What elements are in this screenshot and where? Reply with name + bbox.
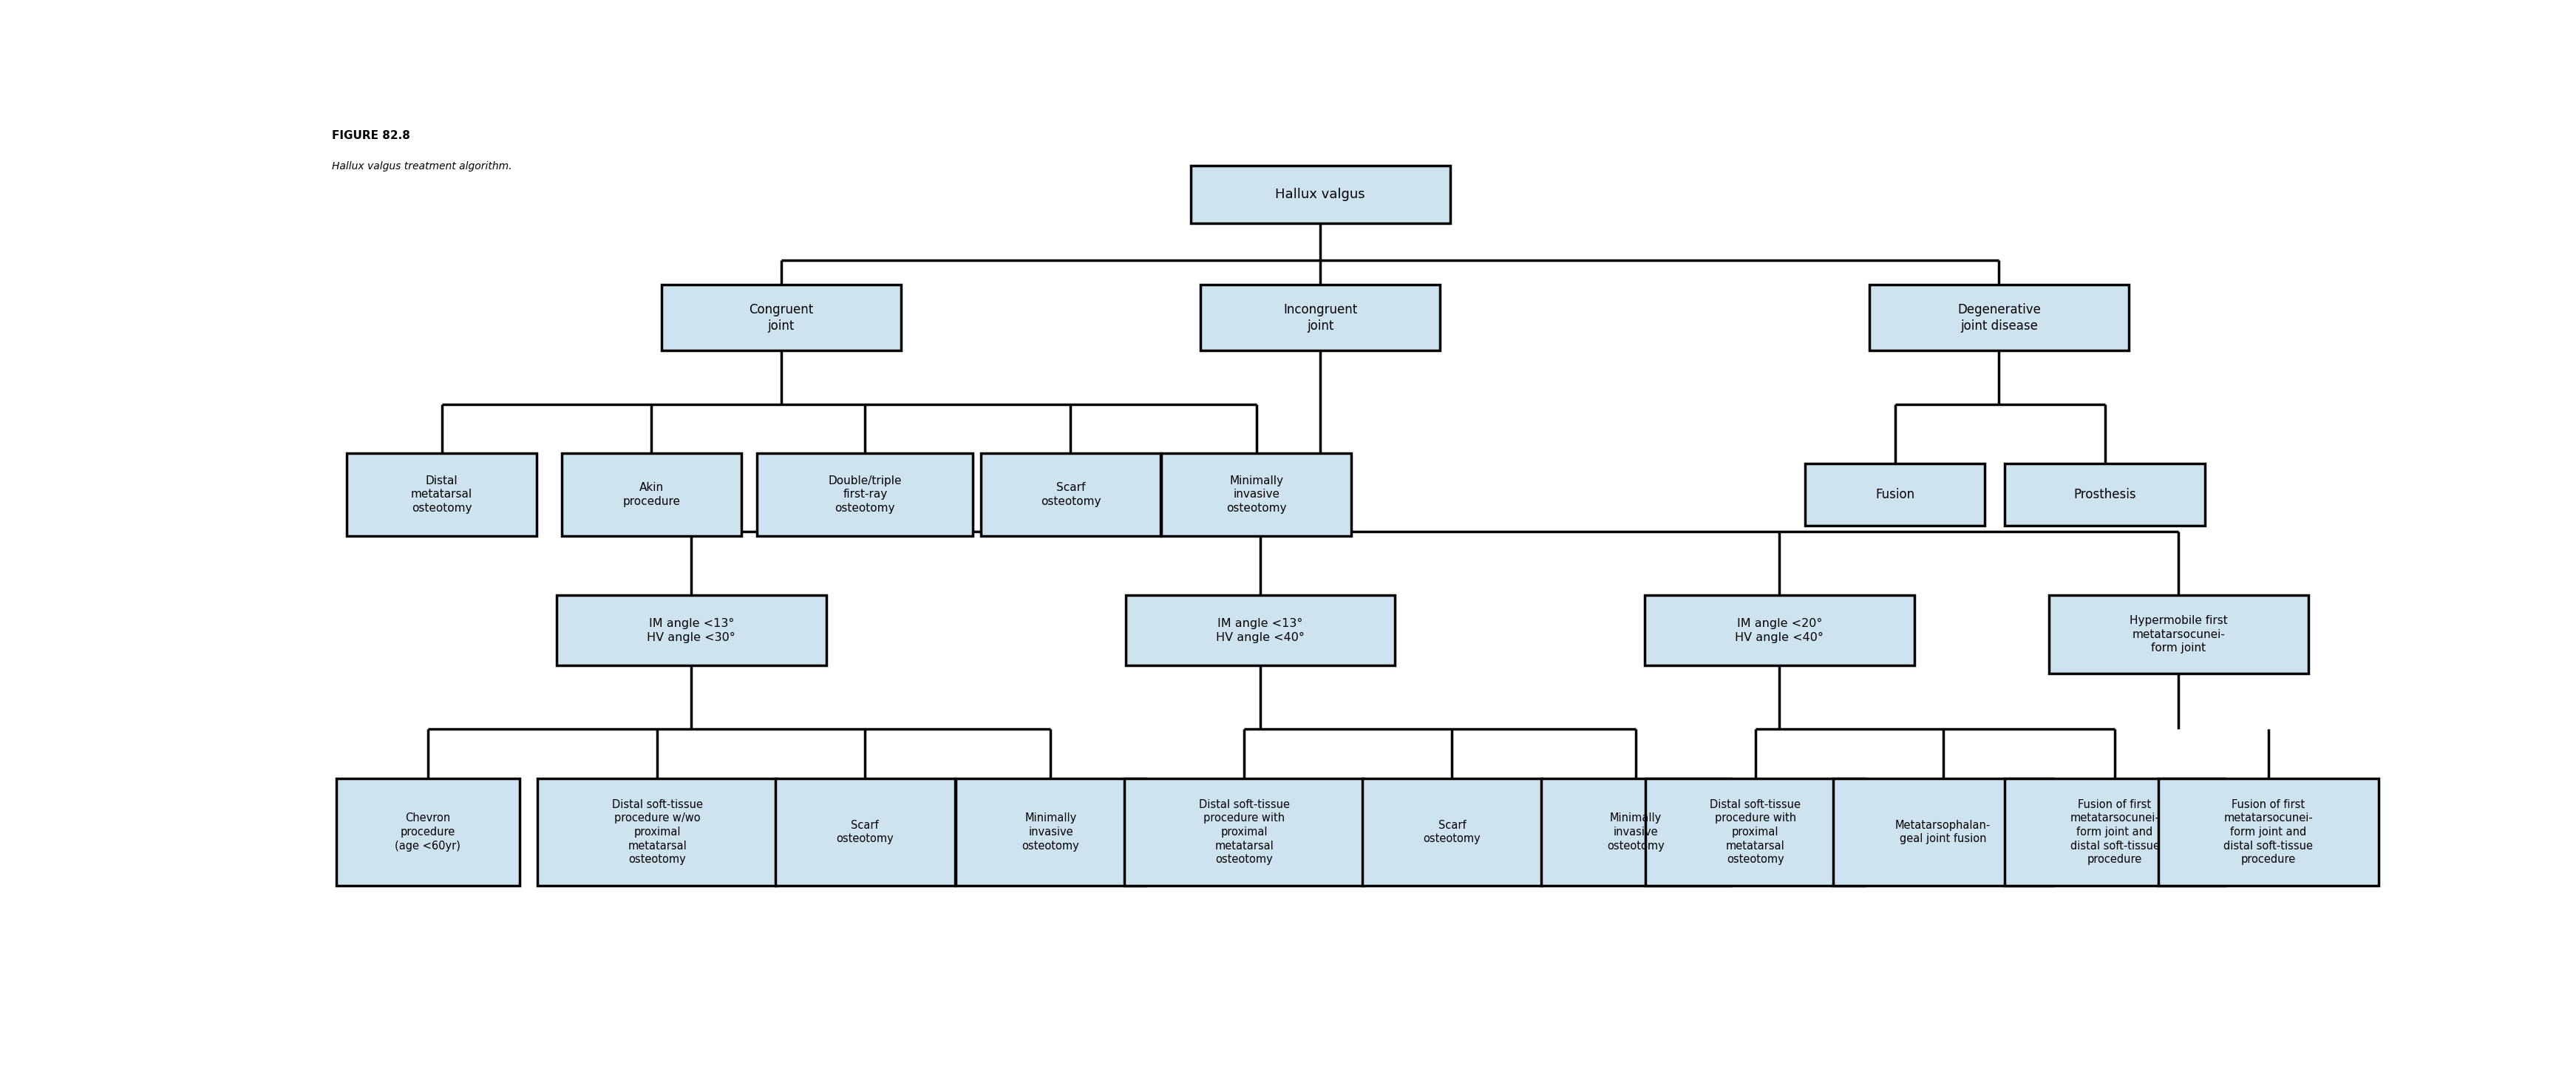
- Text: Fusion of first
metatarsocunei-
form joint and
distal soft-tissue
procedure: Fusion of first metatarsocunei- form joi…: [2223, 799, 2313, 865]
- FancyBboxPatch shape: [1643, 595, 1914, 665]
- FancyBboxPatch shape: [1126, 595, 1396, 665]
- Text: Degenerative
joint disease: Degenerative joint disease: [1958, 303, 2040, 332]
- FancyBboxPatch shape: [1190, 166, 1450, 223]
- FancyBboxPatch shape: [1363, 778, 1543, 885]
- FancyBboxPatch shape: [981, 453, 1159, 536]
- Text: IM angle <13°
HV angle <30°: IM angle <13° HV angle <30°: [647, 618, 737, 642]
- Text: Hallux valgus: Hallux valgus: [1275, 187, 1365, 201]
- Text: Akin
procedure: Akin procedure: [623, 482, 680, 507]
- Text: Scarf
osteotomy: Scarf osteotomy: [1041, 482, 1100, 507]
- FancyBboxPatch shape: [1834, 778, 2053, 885]
- FancyBboxPatch shape: [2159, 778, 2378, 885]
- FancyBboxPatch shape: [348, 453, 536, 536]
- FancyBboxPatch shape: [1870, 284, 2128, 351]
- Text: IM angle <20°
HV angle <40°: IM angle <20° HV angle <40°: [1736, 618, 1824, 642]
- FancyBboxPatch shape: [335, 778, 520, 885]
- Text: Congruent
joint: Congruent joint: [750, 303, 814, 332]
- FancyBboxPatch shape: [1806, 464, 1986, 526]
- FancyBboxPatch shape: [757, 453, 974, 536]
- FancyBboxPatch shape: [556, 595, 827, 665]
- Text: Hallux valgus treatment algorithm.: Hallux valgus treatment algorithm.: [332, 161, 513, 171]
- Text: Double/triple
first-ray
osteotomy: Double/triple first-ray osteotomy: [829, 476, 902, 514]
- FancyBboxPatch shape: [538, 778, 778, 885]
- Text: Distal soft-tissue
procedure with
proximal
metatarsal
osteotomy: Distal soft-tissue procedure with proxim…: [1198, 799, 1291, 865]
- FancyBboxPatch shape: [2004, 778, 2226, 885]
- FancyBboxPatch shape: [775, 778, 956, 885]
- Text: FIGURE 82.8: FIGURE 82.8: [332, 130, 410, 141]
- Text: Fusion: Fusion: [1875, 487, 1914, 501]
- Text: Metatarsophalan-
geal joint fusion: Metatarsophalan- geal joint fusion: [1896, 820, 1991, 845]
- Text: Hypermobile first
metatarsocunei-
form joint: Hypermobile first metatarsocunei- form j…: [2130, 616, 2228, 654]
- Text: Chevron
procedure
(age <60yr): Chevron procedure (age <60yr): [394, 812, 461, 851]
- Text: Minimally
invasive
osteotomy: Minimally invasive osteotomy: [1226, 476, 1285, 514]
- Text: Distal soft-tissue
procedure with
proximal
metatarsal
osteotomy: Distal soft-tissue procedure with proxim…: [1710, 799, 1801, 865]
- FancyBboxPatch shape: [1162, 453, 1352, 536]
- Text: Scarf
osteotomy: Scarf osteotomy: [1422, 820, 1481, 845]
- FancyBboxPatch shape: [1126, 778, 1365, 885]
- FancyBboxPatch shape: [2004, 464, 2205, 526]
- Text: Incongruent
joint: Incongruent joint: [1283, 303, 1358, 332]
- FancyBboxPatch shape: [956, 778, 1146, 885]
- FancyBboxPatch shape: [1646, 778, 1865, 885]
- FancyBboxPatch shape: [1540, 778, 1731, 885]
- FancyBboxPatch shape: [1200, 284, 1440, 351]
- Text: Distal soft-tissue
procedure w/wo
proximal
metatarsal
osteotomy: Distal soft-tissue procedure w/wo proxim…: [613, 799, 703, 865]
- Text: Distal
metatarsal
osteotomy: Distal metatarsal osteotomy: [412, 476, 471, 514]
- FancyBboxPatch shape: [2048, 595, 2308, 673]
- Text: IM angle <13°
HV angle <40°: IM angle <13° HV angle <40°: [1216, 618, 1303, 642]
- Text: Minimally
invasive
osteotomy: Minimally invasive osteotomy: [1607, 812, 1664, 851]
- Text: Fusion of first
metatarsocunei-
form joint and
distal soft-tissue
procedure: Fusion of first metatarsocunei- form joi…: [2071, 799, 2159, 865]
- Text: Minimally
invasive
osteotomy: Minimally invasive osteotomy: [1023, 812, 1079, 851]
- FancyBboxPatch shape: [562, 453, 742, 536]
- Text: Scarf
osteotomy: Scarf osteotomy: [837, 820, 894, 845]
- Text: Prosthesis: Prosthesis: [2074, 487, 2136, 501]
- FancyBboxPatch shape: [662, 284, 902, 351]
